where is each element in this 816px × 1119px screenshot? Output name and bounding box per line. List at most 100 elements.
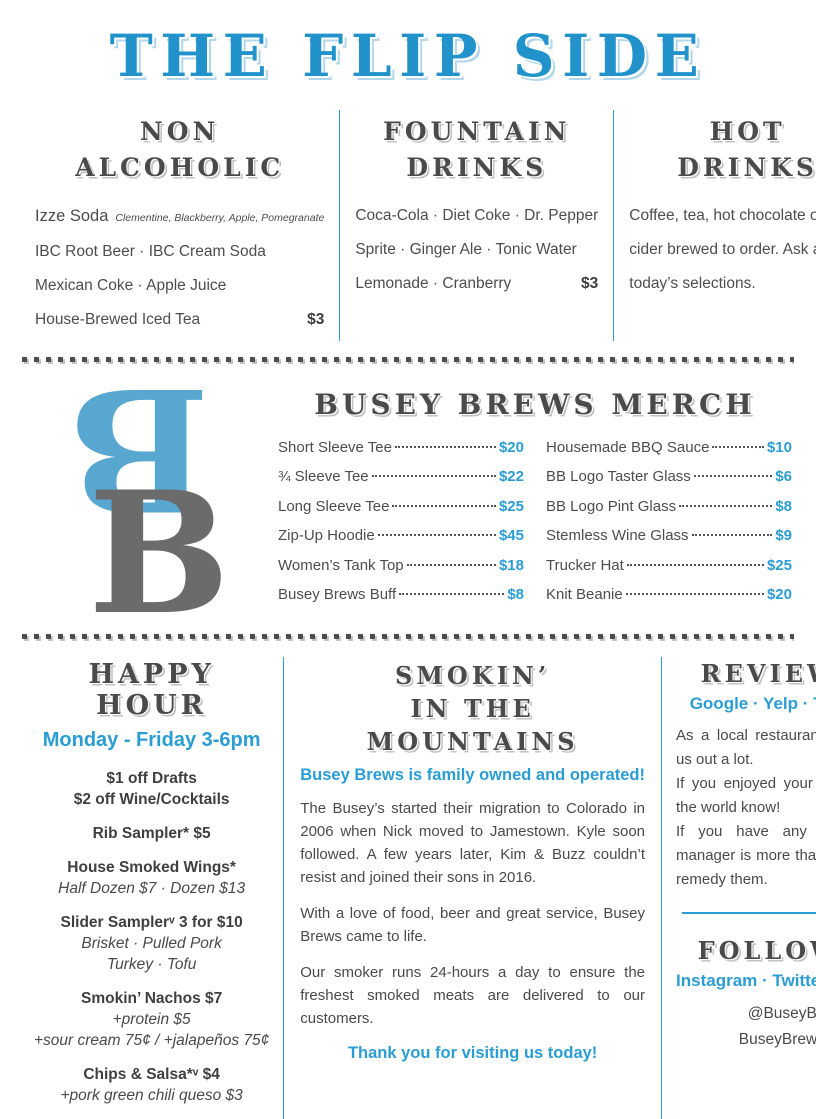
lemonade-label: Lemonade · Cranberry xyxy=(355,274,512,292)
logo-monogram-icon: B B xyxy=(68,382,230,618)
follow-us-heading: FOLLOW US xyxy=(697,935,816,965)
merch-item-price: $6 xyxy=(775,468,792,485)
merch-item: ¾ Sleeve Tee $22 xyxy=(278,468,524,498)
fountain-line-2: Sprite · Ginger Ale · Tonic Water xyxy=(355,240,577,258)
story-heading: SMOKIN’ IN THE MOUNTAINS xyxy=(366,660,579,756)
nachos: Smokin’ Nachos $7 xyxy=(80,989,223,1007)
merch-item: Long Sleeve Tee $25 xyxy=(278,498,524,528)
drinks-section: NON ALCOHOLIC Izze Soda Clementine, Blac… xyxy=(20,110,816,341)
izze-soda-line: Izze Soda Clementine, Blackberry, Apple,… xyxy=(35,199,324,235)
merch-item-price: $25 xyxy=(498,497,524,515)
hot-drinks-heading: HOT DRINKS xyxy=(677,117,816,183)
slider-sampler-group: Slider Samplerᵛ 3 for $10 Brisket · Pull… xyxy=(34,912,269,975)
fountain-line-3: Lemonade · Cranberry $3 xyxy=(355,267,598,301)
merch-item-name: Women’s Tank Top xyxy=(278,556,404,574)
fountain-line-1: Coca-Cola · Diet Coke · Dr. Pepper xyxy=(355,206,599,224)
merch-item-name: Housemade BBQ Sauce xyxy=(546,438,710,456)
story-paragraph-2: With a love of food, beer and great serv… xyxy=(300,904,646,945)
merch-item-name: Trucker Hat xyxy=(546,556,624,574)
slider-detail-1: Brisket · Pulled Pork xyxy=(81,934,222,952)
merch-left-column: Short Sleeve Tee $20 ¾ Sleeve Tee $22 Lo… xyxy=(278,439,524,616)
family-owned-line: Busey Brews is family owned and operated… xyxy=(300,765,646,784)
happy-hour-column: HAPPY HOUR Monday - Friday 3-6pm $1 off … xyxy=(20,657,283,1119)
merch-item: BB Logo Taster Glass $6 xyxy=(546,468,792,498)
merch-item: Stemless Wine Glass $9 xyxy=(546,527,792,557)
hot-drinks-line-2: cider brewed to order. Ask about xyxy=(629,240,816,258)
social-platforms: Instagram · Twitter · Facebook xyxy=(676,970,816,990)
dotted-leader xyxy=(693,475,773,477)
story-paragraph-3: Our smoker runs 24-hours a day to ensure… xyxy=(300,963,646,1027)
dotted-leader xyxy=(691,534,773,536)
review-us-heading: REVIEW US xyxy=(700,658,816,688)
review-follow-column: REVIEW US Google · Yelp · TripAdvisor As… xyxy=(662,657,816,1119)
dotted-leader xyxy=(394,445,496,448)
story-paragraph-1: The Busey’s started their migration to C… xyxy=(300,799,646,886)
dotted-divider-top xyxy=(22,356,794,366)
merch-item: Women’s Tank Top $18 xyxy=(278,557,524,587)
merch-item-price: $18 xyxy=(498,556,524,574)
wings: House Smoked Wings* xyxy=(67,858,236,876)
happy-hour-heading: HAPPY HOUR xyxy=(88,658,215,721)
bottom-section: HAPPY HOUR Monday - Friday 3-6pm $1 off … xyxy=(20,656,816,1119)
chips-detail: +pork green chili queso $3 xyxy=(60,1086,243,1104)
merch-item-price: $22 xyxy=(498,468,524,485)
izze-soda-label: Izze Soda xyxy=(35,206,109,225)
iced-tea-line: House-Brewed Iced Tea $3 xyxy=(35,303,324,337)
rib-sampler-group: Rib Sampler* $5 xyxy=(34,823,269,844)
dotted-leader xyxy=(626,563,764,566)
merch-item-name: Busey Brews Buff xyxy=(278,586,397,603)
review-paragraph-2: If you enjoyed your experience, let the … xyxy=(676,774,816,816)
chips-salsa: Chips & Salsa*ᵛ $4 xyxy=(83,1065,220,1083)
slider-detail-2: Turkey · Tofu xyxy=(106,955,197,973)
merch-item: Busey Brews Buff $8 xyxy=(278,586,524,616)
dotted-leader xyxy=(406,563,496,566)
review-paragraph-3: If you have any concerns, our manager is… xyxy=(676,822,816,888)
story-column: SMOKIN’ IN THE MOUNTAINS Busey Brews is … xyxy=(283,656,663,1119)
merch-item: Housemade BBQ Sauce $10 xyxy=(546,439,792,469)
merch-section: B B BUSEY BREWS MERCH Short Sleeve Tee $… xyxy=(24,376,792,618)
follow-us-divider xyxy=(682,911,816,914)
hot-drinks-line-1: Coffee, tea, hot chocolate or apple xyxy=(629,206,816,224)
izze-flavors: Clementine, Blackberry, Apple, Pomegrana… xyxy=(115,211,325,224)
fountain-price: $3 xyxy=(581,274,599,292)
hot-drinks-line-3: today’s selections. $3 xyxy=(629,267,816,301)
dotted-leader xyxy=(377,534,496,536)
merch-item-price: $20 xyxy=(766,586,792,603)
non-alcoholic-column: NON ALCOHOLIC Izze Soda Clementine, Blac… xyxy=(20,110,339,341)
chips-group: Chips & Salsa*ᵛ $4 +pork green chili que… xyxy=(34,1064,269,1106)
svg-text:B: B xyxy=(88,454,230,618)
non-alcoholic-price: $3 xyxy=(307,310,325,328)
review-platforms: Google · Yelp · TripAdvisor xyxy=(689,693,816,713)
merch-heading: BUSEY BREWS MERCH xyxy=(314,387,756,421)
merch-list-area: BUSEY BREWS MERCH Short Sleeve Tee $20 ¾… xyxy=(274,376,792,618)
wings-group: House Smoked Wings* Half Dozen $7 · Doze… xyxy=(34,857,269,899)
thank-you-line: Thank you for visiting us today! xyxy=(347,1043,598,1062)
nachos-detail-2: +sour cream 75¢ / +jalapeños 75¢ xyxy=(34,1031,270,1049)
page-title: THE FLIP SIDE xyxy=(109,22,707,90)
merch-item: Trucker Hat $25 xyxy=(546,557,792,587)
dotted-leader xyxy=(392,504,496,507)
merch-item-price: $45 xyxy=(498,527,524,544)
merch-item-name: Knit Beanie xyxy=(546,586,623,603)
merch-item-name: Long Sleeve Tee xyxy=(278,497,390,515)
dotted-divider-bottom xyxy=(22,633,794,643)
root-beer-line: IBC Root Beer · IBC Cream Soda xyxy=(35,242,266,260)
iced-tea-label: House-Brewed Iced Tea xyxy=(35,310,201,328)
merch-item-name: ¾ Sleeve Tee xyxy=(278,468,369,485)
merch-item: BB Logo Pint Glass $8 xyxy=(546,498,792,528)
drafts-deal: $1 off Drafts xyxy=(106,769,197,787)
merch-item-name: BB Logo Taster Glass xyxy=(546,468,691,485)
merch-item-price: $25 xyxy=(766,556,792,574)
merch-item-price: $20 xyxy=(498,438,524,456)
merch-item-name: Zip-Up Hoodie xyxy=(278,527,375,544)
merch-item: Knit Beanie $20 xyxy=(546,586,792,616)
hot-drinks-column: HOT DRINKS Coffee, tea, hot chocolate or… xyxy=(614,110,816,341)
mexican-coke-line: Mexican Coke · Apple Juice xyxy=(35,276,227,294)
wine-deal: $2 off Wine/Cocktails xyxy=(73,790,230,808)
selections-label: today’s selections. xyxy=(629,274,756,292)
happy-hour-drafts-group: $1 off Drafts $2 off Wine/Cocktails xyxy=(34,768,269,810)
merch-right-column: Housemade BBQ Sauce $10 BB Logo Taster G… xyxy=(546,439,792,616)
dotted-leader xyxy=(712,445,764,448)
